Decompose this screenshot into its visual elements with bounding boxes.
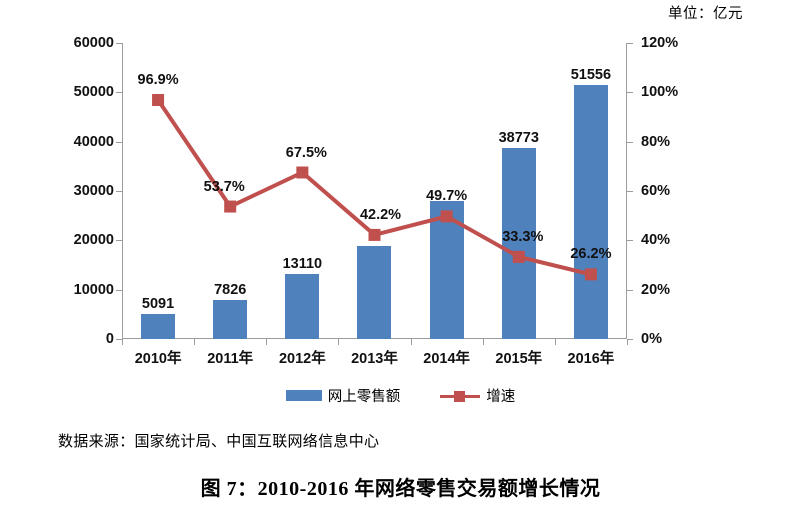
legend-item-line[interactable]: 增速	[440, 385, 515, 406]
figure-caption: 图 7：2010-2016 年网络零售交易额增长情况	[200, 478, 601, 500]
chart-legend: 网上零售额 增速	[0, 385, 801, 406]
growth-line-series	[152, 93, 597, 281]
x-axis-tick	[554, 339, 556, 345]
y-axis-left-tick	[116, 339, 122, 340]
growth-value-label: 33.3%	[502, 228, 544, 245]
y-axis-left-tick	[116, 191, 122, 192]
bar-value-label: 38773	[498, 129, 539, 146]
growth-line-marker[interactable]	[296, 166, 309, 179]
x-axis-tick-label: 2014年	[423, 351, 471, 367]
y-axis-left-tick-label: 10000	[73, 281, 114, 298]
y-axis-left-tick-label: 30000	[73, 183, 114, 199]
growth-value-label: 53.7%	[203, 178, 245, 195]
y-axis-left-tick	[116, 240, 122, 242]
bar[interactable]	[573, 84, 608, 339]
bar-value-label: 13110	[282, 256, 323, 273]
y-axis-right-tick	[627, 141, 633, 143]
bar[interactable]	[357, 246, 392, 339]
legend-swatch-bar-icon	[285, 390, 322, 401]
y-axis-right-tick-label: 40%	[641, 232, 671, 249]
bar-slot: 13110	[266, 43, 338, 339]
bar-slot	[338, 43, 410, 339]
growth-line-marker[interactable]	[152, 93, 165, 106]
growth-line-marker[interactable]	[512, 250, 525, 263]
growth-value-label: 49.7%	[426, 188, 468, 205]
y-axis-right-tick-label: 0%	[641, 331, 662, 347]
y-axis-right-tick	[627, 43, 633, 44]
legend-label-line: 增速	[486, 389, 516, 405]
y-axis-left-tick-label: 0	[105, 331, 114, 347]
y-axis-right-tick-label: 120%	[641, 35, 679, 51]
x-axis-tick	[122, 339, 123, 345]
plot-area: 5091 7826 13110 38773 51556 96.9% 53.7% 67.5% 4…	[116, 43, 633, 345]
bar[interactable]	[285, 274, 320, 339]
bar-value-label: 7826	[214, 282, 247, 299]
y-axis-left-tick-label: 40000	[73, 133, 114, 150]
source-note: 数据来源：国家统计局、中国互联网络信息中心	[58, 434, 380, 450]
growth-value-label: 67.5%	[285, 144, 327, 161]
growth-value-label: 26.2%	[570, 246, 612, 263]
legend-item-bar[interactable]: 网上零售额	[285, 385, 401, 406]
x-axis-tick	[627, 339, 628, 345]
y-axis-right-labels: 0% 20% 40% 60% 80% 100% 120%	[641, 35, 711, 347]
bar-slot: 51556	[555, 43, 627, 339]
x-axis-tick	[338, 339, 340, 345]
x-axis-tick-label: 2011年	[207, 351, 254, 367]
x-axis-tick-label: 2015年	[495, 351, 543, 367]
x-axis-tick	[410, 339, 412, 345]
y-axis-left-line	[122, 43, 123, 339]
bar-value-label: 5091	[141, 295, 175, 312]
unit-note: 单位：亿元	[668, 6, 743, 22]
y-axis-right-tick	[627, 289, 633, 291]
y-axis-right-tick	[627, 240, 633, 242]
x-axis-labels: 2010年 2011年 2012年 2013年 2014年 2015年 2016年	[122, 347, 627, 371]
growth-line-marker[interactable]	[584, 268, 597, 281]
bar[interactable]	[213, 300, 248, 339]
y-axis-right-tick-label: 20%	[641, 281, 671, 298]
y-axis-left-tick	[116, 92, 122, 94]
x-axis-tick-label: 2016年	[567, 351, 615, 367]
growth-line-marker[interactable]	[368, 228, 381, 241]
y-axis-left-tick-label: 60000	[73, 35, 114, 51]
y-axis-right-tick-label: 80%	[641, 133, 671, 150]
growth-value-labels: 96.9% 53.7% 67.5% 42.2% 49.7% 33.3% 26.2%	[122, 43, 627, 339]
bar-slot: 5091	[122, 43, 194, 339]
bar-series: 5091 7826 13110 38773 51556	[122, 43, 627, 339]
legend-swatch-line-icon	[440, 389, 481, 403]
y-axis-right-tick	[627, 339, 633, 340]
growth-line-marker[interactable]	[440, 210, 453, 223]
growth-line-marker[interactable]	[224, 200, 237, 213]
bar-slot: 7826	[194, 43, 266, 339]
bar[interactable]	[141, 313, 176, 339]
bar[interactable]	[501, 147, 536, 339]
growth-value-label: 42.2%	[359, 206, 402, 223]
x-axis-tick-label: 2013年	[351, 351, 398, 367]
x-axis-tick	[482, 339, 484, 345]
y-axis-right-tick	[627, 92, 633, 94]
y-axis-left-labels: 0 10000 20000 30000 40000 50000 60000	[48, 35, 114, 347]
x-axis-tick	[266, 339, 268, 345]
x-axis-tick-label: 2012年	[278, 351, 326, 367]
bar-value-label: 51556	[570, 66, 612, 83]
bar-slot: 38773	[483, 43, 555, 339]
y-axis-right-tick-label: 60%	[641, 183, 671, 199]
x-axis-tick-label: 2010年	[134, 351, 182, 367]
x-axis-tick	[194, 339, 196, 345]
y-axis-left-tick-label: 20000	[73, 232, 114, 249]
y-axis-right-tick	[627, 191, 633, 192]
y-axis-right-line	[626, 43, 627, 339]
y-axis-left-tick	[116, 43, 122, 44]
growth-value-label: 96.9%	[137, 71, 179, 88]
y-axis-left-tick-label: 50000	[73, 84, 114, 101]
y-axis-right-tick-label: 100%	[641, 84, 679, 101]
legend-label-bar: 网上零售额	[327, 389, 401, 405]
y-axis-left-tick	[116, 141, 122, 143]
y-axis-left-tick	[116, 289, 122, 291]
